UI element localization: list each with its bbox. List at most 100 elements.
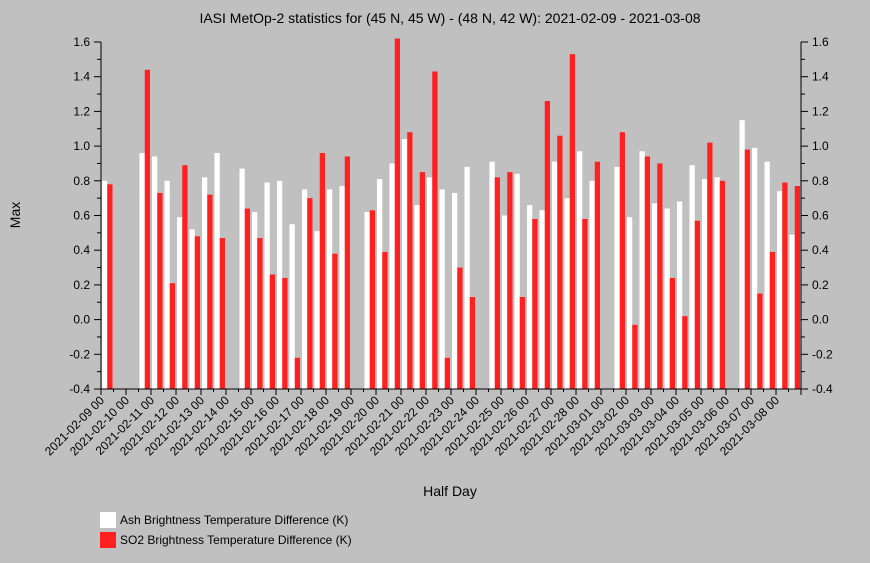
y-tick-label: 0.0 [812,313,829,327]
so2-bar [519,297,525,389]
ash-bar [364,212,370,389]
so2-bar [257,238,263,389]
ash-bar [652,203,658,389]
so2-bar [782,182,788,389]
ash-bar [202,177,208,389]
so2-bar [682,316,688,389]
ash-bar [389,163,395,389]
y-tick-label: -0.4 [69,382,90,396]
ash-bar [464,166,470,389]
so2-bar [494,177,500,389]
so2-bar [719,180,725,389]
ash-bar [564,198,570,389]
so2-bar [282,277,288,389]
ash-bar [452,192,458,389]
ash-bar [264,182,270,389]
so2-bar [419,172,425,390]
ash-bar [139,153,145,389]
so2-bar [507,172,513,390]
ash-bar [677,201,683,389]
ash-bar [539,210,545,389]
chart-title: IASI MetOp-2 statistics for (45 N, 45 W)… [199,10,700,26]
y-tick-label: 0.0 [73,313,90,327]
ash-bar [502,215,508,389]
ash-bar [252,212,258,389]
so2-bar [707,142,713,389]
so2-bar [269,274,275,389]
y-tick-label: 1.6 [73,35,90,49]
y-tick-label: 0.8 [812,174,829,188]
ash-bar [277,180,283,389]
ash-bar [339,186,345,389]
legend-swatch [100,532,116,548]
so2-bar [432,71,438,389]
y-tick-label: 1.6 [812,35,829,49]
so2-bar [657,163,663,389]
y-tick-label: 1.4 [812,70,829,84]
ash-bar [439,189,445,389]
bars [102,38,800,390]
so2-bar [769,251,775,389]
so2-bar [669,277,675,389]
so2-bar [582,218,588,389]
so2-bar [219,238,225,389]
so2-bar [557,135,563,389]
so2-bar [319,153,325,389]
y-tick-label: 0.2 [73,278,90,292]
ash-bar [302,189,308,389]
y-tick-label: 1.2 [73,104,90,118]
so2-bar [644,156,650,389]
y-tick-label: 0.6 [73,209,90,223]
so2-bar [294,357,300,389]
so2-bar [207,194,213,389]
y-tick-label: 1.0 [73,139,90,153]
so2-bar [569,54,575,389]
ash-bar [627,217,633,389]
ash-bar [164,180,170,389]
ash-bar [639,151,645,389]
so2-bar [694,220,700,389]
ash-bar [614,166,620,389]
ash-bar [377,179,383,389]
so2-bar [794,186,800,389]
ash-bar [714,177,720,389]
y-tick-label: -0.4 [812,382,833,396]
y-ticks-left: -0.4 -0.2 0.0 0.2 0.4 0.6 0.8 1.0 1.2 1.4 1.6 [69,35,101,396]
ash-bar [702,179,708,389]
ash-bar [527,205,533,389]
y-tick-label: 0.8 [73,174,90,188]
so2-bar [244,208,250,389]
ash-bar [327,189,333,389]
y-tick-label: 0.4 [812,243,829,257]
so2-bar [744,149,750,389]
ash-bar [552,161,558,389]
legend-label: SO2 Brightness Temperature Difference (K… [120,533,352,547]
y-tick-label: 0.6 [812,209,829,223]
so2-bar [194,236,200,389]
so2-bar [169,283,175,389]
so2-bar [157,192,163,389]
so2-bar [469,297,475,389]
so2-bar [544,100,550,390]
ash-bar [177,217,183,389]
so2-bar [107,184,113,389]
ash-bar [777,191,783,389]
so2-bar [457,267,463,389]
ash-bar [427,177,433,389]
so2-bar [382,251,388,389]
so2-bar [332,253,338,389]
y-axis-label: Max [7,202,23,228]
ash-bar [689,165,695,389]
so2-bar [307,198,313,389]
ash-bar [664,208,670,389]
so2-bar [344,156,350,389]
so2-bar [182,165,188,389]
x-axis-label: Half Day [423,483,477,499]
ash-bar [402,139,408,389]
y-tick-label: 0.2 [812,278,829,292]
ash-bar [239,168,245,389]
ash-bar [752,147,758,389]
y-tick-label: 1.4 [73,70,90,84]
so2-bar [594,161,600,389]
